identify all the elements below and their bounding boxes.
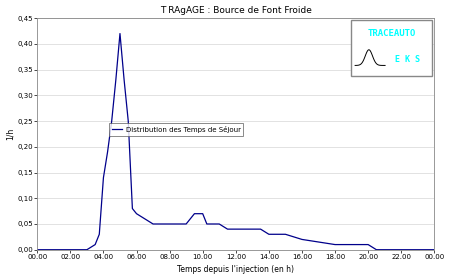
Text: E K S: E K S [395,55,420,64]
Y-axis label: 1/h: 1/h [5,128,14,140]
X-axis label: Temps depuis l'injection (en h): Temps depuis l'injection (en h) [177,265,294,274]
Legend: Distribution des Temps de Séjour: Distribution des Temps de Séjour [109,123,243,136]
Text: TRACEAUTO: TRACEAUTO [367,29,416,38]
FancyBboxPatch shape [351,20,432,76]
Title: T RAgAGE : Bource de Font Froide: T RAgAGE : Bource de Font Froide [160,6,312,15]
